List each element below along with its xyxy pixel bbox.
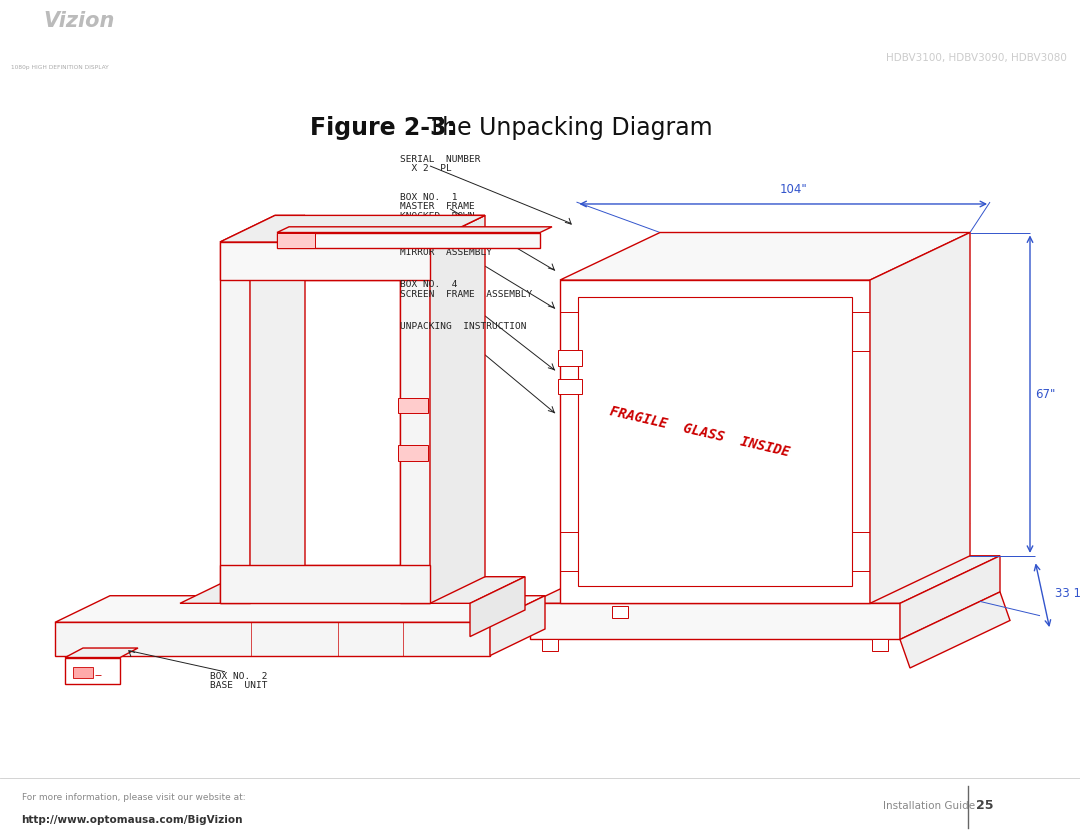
Polygon shape — [55, 596, 545, 622]
Polygon shape — [561, 233, 970, 280]
Polygon shape — [530, 603, 900, 639]
Polygon shape — [73, 667, 93, 679]
Polygon shape — [249, 215, 305, 603]
Text: 25: 25 — [976, 800, 994, 812]
Text: For more information, please visit our website at:: For more information, please visit our w… — [22, 793, 245, 802]
Text: 104": 104" — [780, 183, 807, 197]
Polygon shape — [399, 445, 428, 460]
Polygon shape — [870, 233, 970, 603]
Polygon shape — [220, 242, 430, 280]
Polygon shape — [561, 280, 870, 603]
Polygon shape — [276, 233, 315, 248]
Polygon shape — [400, 242, 430, 603]
Polygon shape — [399, 398, 428, 413]
Text: Vizion: Vizion — [43, 11, 114, 31]
Text: UNPACKING  INSTRUCTION: UNPACKING INSTRUCTION — [400, 322, 527, 331]
Polygon shape — [612, 606, 627, 617]
Polygon shape — [180, 603, 470, 637]
Text: 67": 67" — [1035, 387, 1055, 401]
Polygon shape — [65, 648, 138, 658]
Text: 33 1/2": 33 1/2" — [1055, 586, 1080, 600]
Text: HDBV3100, HDBV3090, HDBV3080: HDBV3100, HDBV3090, HDBV3080 — [887, 53, 1067, 63]
Text: FRAGILE  GLASS  INSIDE: FRAGILE GLASS INSIDE — [609, 405, 792, 459]
Text: Installation Guide: Installation Guide — [915, 18, 1067, 33]
Text: 1080p HIGH DEFINITION DISPLAY: 1080p HIGH DEFINITION DISPLAY — [11, 65, 108, 70]
Text: Big: Big — [11, 11, 49, 31]
Polygon shape — [120, 627, 180, 651]
Text: The Unpacking Diagram: The Unpacking Diagram — [420, 116, 713, 140]
Text: SCREEN  FRAME  ASSEMBLY: SCREEN FRAME ASSEMBLY — [400, 290, 532, 298]
Polygon shape — [276, 227, 552, 233]
Polygon shape — [490, 596, 545, 656]
Polygon shape — [872, 639, 888, 651]
Polygon shape — [900, 592, 1010, 668]
Text: Figure 2-3:: Figure 2-3: — [310, 116, 456, 140]
Text: BOX NO.  4: BOX NO. 4 — [400, 280, 458, 289]
Text: http://www.optomausa.com/BigVizion: http://www.optomausa.com/BigVizion — [22, 815, 243, 825]
Text: BOX NO.  2: BOX NO. 2 — [210, 672, 268, 680]
Polygon shape — [220, 215, 305, 242]
Polygon shape — [430, 215, 485, 603]
Polygon shape — [65, 658, 120, 684]
Polygon shape — [900, 556, 1000, 639]
Polygon shape — [220, 215, 485, 242]
Polygon shape — [55, 622, 490, 656]
Text: BOX NO.  3: BOX NO. 3 — [400, 239, 458, 247]
Text: MIRROR  ASSEMBLY: MIRROR ASSEMBLY — [400, 248, 492, 257]
Text: BOX NO.  1: BOX NO. 1 — [400, 192, 458, 202]
Polygon shape — [558, 379, 582, 394]
Text: X 2  PL: X 2 PL — [400, 164, 451, 173]
Polygon shape — [542, 639, 558, 651]
Polygon shape — [180, 577, 525, 603]
Polygon shape — [578, 297, 852, 586]
Polygon shape — [220, 242, 249, 603]
Polygon shape — [530, 556, 1000, 603]
Text: MASTER  FRAME: MASTER FRAME — [400, 202, 475, 211]
Polygon shape — [276, 233, 540, 248]
Polygon shape — [558, 350, 582, 365]
Text: Installation Guide: Installation Guide — [883, 801, 975, 811]
Text: BASE  UNIT: BASE UNIT — [210, 681, 268, 690]
Polygon shape — [470, 577, 525, 637]
Text: SERIAL  NUMBER: SERIAL NUMBER — [400, 155, 481, 164]
Text: KNOCKED  DOWN: KNOCKED DOWN — [400, 212, 475, 221]
Polygon shape — [220, 565, 430, 603]
Polygon shape — [400, 215, 485, 242]
Polygon shape — [249, 280, 400, 565]
